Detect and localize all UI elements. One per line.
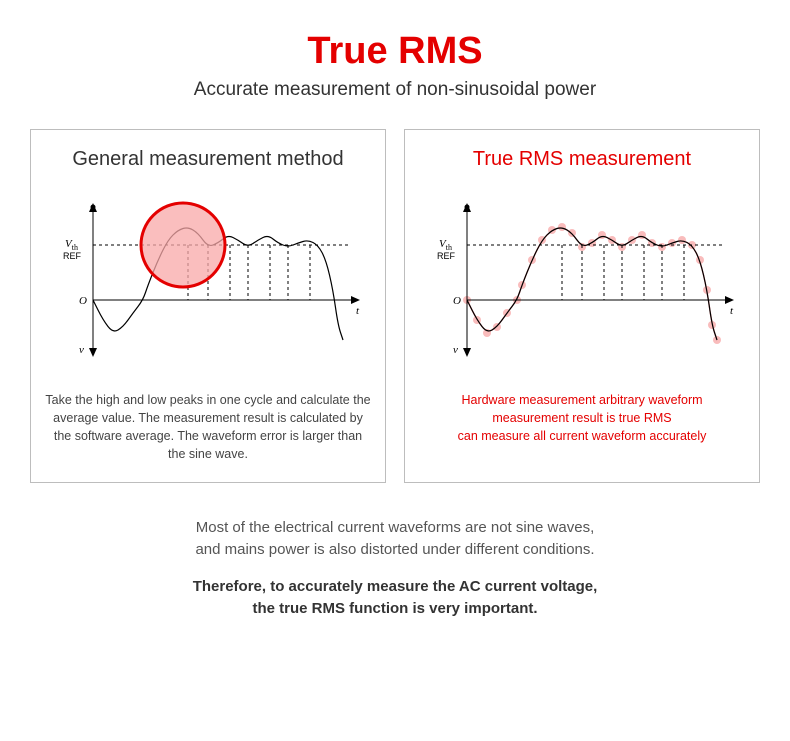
header: True RMS Accurate measurement of non-sin… [30, 30, 760, 101]
chart-truerms: O VthREF t v [419, 185, 745, 365]
svg-text:t: t [730, 305, 734, 317]
footer-line3: Therefore, to accurately measure the AC … [30, 576, 760, 599]
panel-truerms-title: True RMS measurement [419, 148, 745, 171]
footer-line2: and mains power is also distorted under … [30, 539, 760, 562]
svg-text:Vth: Vth [65, 238, 78, 252]
main-subtitle: Accurate measurement of non-sinusoidal p… [30, 79, 760, 101]
chart-truerms-svg: O VthREF t v [419, 185, 745, 365]
svg-text:Vth: Vth [439, 238, 452, 252]
panels-row: General measurement method OVthREFtv Tak… [30, 129, 760, 483]
panel-general-title: General measurement method [45, 148, 371, 171]
svg-text:v: v [79, 344, 84, 356]
chart-general-svg: O VthREF t v [45, 185, 371, 365]
chart-general: O VthREF t v [45, 185, 371, 365]
svg-text:REF: REF [437, 251, 456, 261]
svg-text:t: t [356, 305, 360, 317]
svg-text:v: v [453, 344, 458, 356]
svg-text:O: O [79, 295, 87, 307]
panel-general-desc: Take the high and low peaks in one cycle… [45, 391, 371, 464]
panel-general: General measurement method O VthREF t v Tak… [30, 129, 386, 483]
footer-line4: the true RMS function is very important. [30, 598, 760, 621]
main-title: True RMS [30, 30, 760, 73]
panel-truerms: True RMS measurement O VthREF t v Hardware … [404, 129, 760, 483]
svg-text:REF: REF [63, 251, 82, 261]
panel-truerms-desc: Hardware measurement arbitrary waveformm… [419, 391, 745, 445]
footer: Most of the electrical current waveforms… [30, 517, 760, 621]
footer-line1: Most of the electrical current waveforms… [30, 517, 760, 540]
svg-text:O: O [453, 295, 461, 307]
